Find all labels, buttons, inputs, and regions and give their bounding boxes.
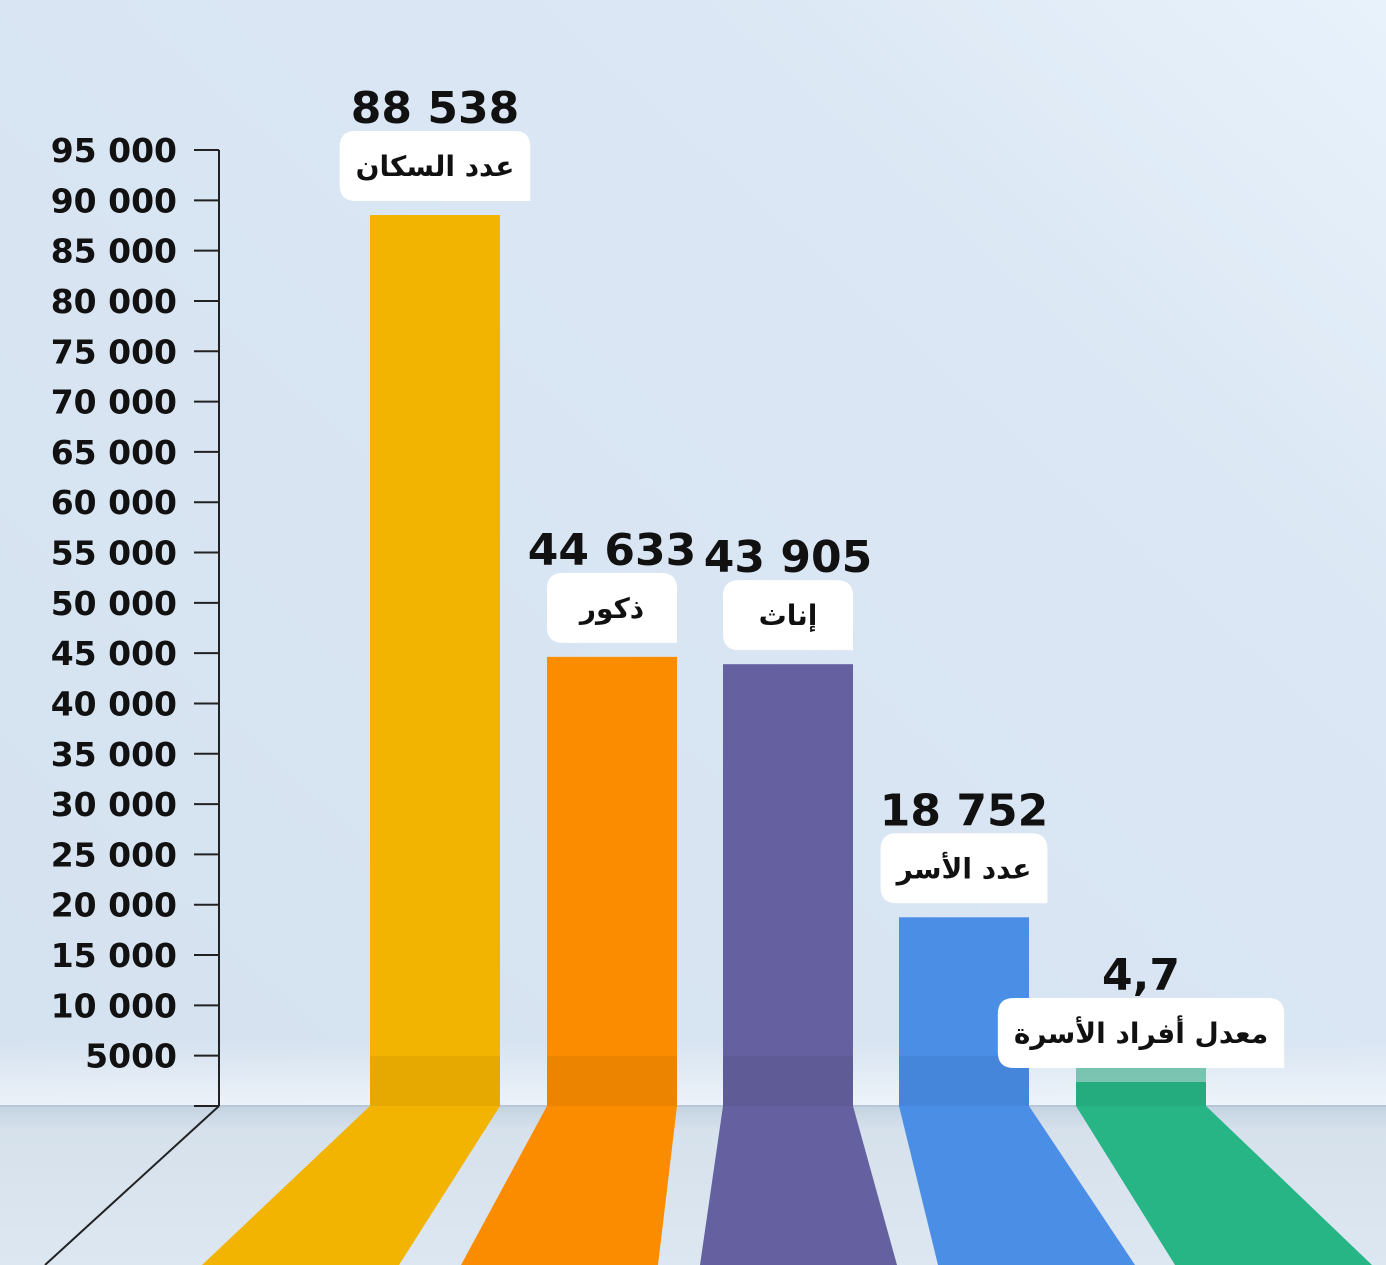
category-label: عدد الأسر <box>895 851 1032 885</box>
y-tick-label: 5000 <box>85 1037 177 1076</box>
bar-floor-projection <box>1076 1106 1372 1265</box>
y-axis: 5000 10 000 15 000 20 000 25 000 30 000 35 000… <box>44 131 220 1265</box>
value-label: 18 752 <box>880 785 1048 836</box>
y-tick-label: 45 000 <box>51 634 177 673</box>
y-tick-label: 15 000 <box>51 936 177 975</box>
value-label: 88 538 <box>351 83 519 134</box>
y-tick-label: 85 000 <box>51 232 177 271</box>
y-tick-label: 35 000 <box>51 735 177 774</box>
y-tick-label: 20 000 <box>51 886 177 925</box>
category-label-box <box>723 580 853 651</box>
y-axis-perspective-line <box>44 1105 220 1265</box>
bar-floor-projection <box>202 1106 500 1265</box>
value-label: 43 905 <box>704 532 872 583</box>
bar-base-shadow <box>723 1056 853 1106</box>
bar-floor-projection <box>461 1106 677 1265</box>
labels-group: عدد السكان 88 538 ذكور 44 633 إناث 43 905 عدد … <box>339 83 1285 1068</box>
y-tick-label: 60 000 <box>51 483 177 522</box>
y-tick-label: 80 000 <box>51 282 177 321</box>
category-label: عدد السكان <box>356 150 515 183</box>
bar-floor-projection <box>700 1106 897 1265</box>
bar-base-shadow <box>547 1056 677 1106</box>
bars-group <box>202 215 1372 1265</box>
value-label: 4,7 <box>1102 950 1180 1001</box>
category-label-box <box>997 998 1285 1068</box>
bar <box>547 656 677 1106</box>
value-label: 44 633 <box>528 525 696 576</box>
category-label: ذكور <box>578 592 644 625</box>
y-tick-label: 70 000 <box>51 383 177 422</box>
category-label: إناث <box>759 599 818 633</box>
y-tick-label: 40 000 <box>51 684 177 723</box>
category-label-box <box>339 131 531 202</box>
y-tick-label: 30 000 <box>51 785 177 824</box>
y-tick-label: 75 000 <box>51 332 177 371</box>
y-tick-label: 65 000 <box>51 433 177 472</box>
bar-floor-projection <box>899 1106 1135 1265</box>
category-label-box <box>880 833 1048 904</box>
y-tick-label: 25 000 <box>51 835 177 874</box>
y-tick-label: 90 000 <box>51 181 177 220</box>
bar <box>723 664 853 1106</box>
bar <box>370 215 500 1106</box>
y-tick-label: 10 000 <box>51 986 177 1025</box>
bar-base-shadow <box>370 1056 500 1106</box>
y-tick-label: 50 000 <box>51 584 177 623</box>
y-tick-label: 55 000 <box>51 534 177 573</box>
category-label-box <box>547 572 677 643</box>
y-tick-label: 95 000 <box>51 131 177 170</box>
category-label: معدل أفراد الأسرة <box>1014 1015 1268 1050</box>
